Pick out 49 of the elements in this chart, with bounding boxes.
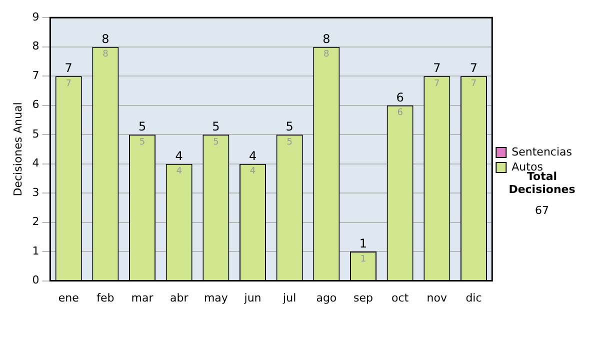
total-label: 1 [359, 236, 368, 251]
y-tick-label: 4 [32, 156, 40, 170]
total-label: 4 [248, 148, 257, 163]
y-tick-label: 8 [32, 40, 40, 53]
x-tick-label: feb [96, 291, 114, 304]
x-tick-label: nov [426, 291, 448, 304]
y-tick-label: 2 [32, 215, 40, 228]
total-label: 6 [396, 90, 404, 104]
x-tick-label: may [204, 291, 228, 304]
x-tick-label: dic [466, 291, 482, 304]
y-tick-label: 7 [32, 68, 40, 82]
y-tick-label: 5 [32, 127, 40, 140]
y-tick-label: 1 [32, 244, 40, 258]
data-label: 4 [250, 166, 256, 177]
data-label: 1 [360, 254, 366, 264]
total-label: 7 [433, 61, 441, 76]
x-tick-label: ene [58, 291, 80, 304]
total-label: 5 [212, 120, 220, 134]
data-label: 7 [434, 78, 440, 89]
x-tick-label: sep [354, 291, 374, 304]
y-tick-label: 9 [32, 10, 40, 24]
y-tick-label: 6 [32, 98, 40, 112]
data-label: 8 [324, 50, 330, 60]
x-tick-label: jun [243, 291, 262, 304]
data-label: 6 [397, 108, 404, 118]
y-axis-title: Decisiones Anual [11, 102, 24, 196]
x-tick-label: ago [316, 291, 337, 304]
total-label: 8 [322, 32, 330, 46]
y-tick-label: 3 [32, 186, 40, 199]
y-tick-label: 0 [32, 274, 40, 287]
data-label: 7 [66, 78, 72, 89]
x-tick-label: oct [392, 291, 410, 304]
data-label: 4 [176, 166, 182, 177]
text: 67 [534, 204, 550, 217]
data-label: 5 [139, 137, 146, 148]
data-label: 5 [213, 137, 219, 148]
data-label: 5 [286, 137, 292, 148]
data-label: 8 [102, 50, 109, 60]
x-tick-label: mar [131, 291, 154, 304]
total-label: 5 [138, 120, 146, 134]
data-label: 7 [470, 78, 477, 89]
x-tick-label: abr [170, 291, 189, 304]
total-label: 4 [175, 148, 183, 163]
legend-label: Sentencias [512, 145, 572, 158]
total-label: 7 [470, 61, 478, 76]
total-label: 5 [286, 120, 294, 134]
total-label: 8 [102, 32, 110, 46]
x-tick-label: jul [282, 291, 296, 304]
total-label: 7 [64, 61, 72, 76]
